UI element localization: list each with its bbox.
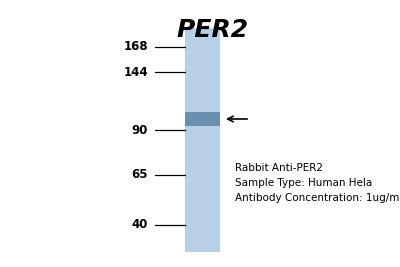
Text: 40: 40: [132, 218, 148, 231]
Text: Sample Type: Human Hela: Sample Type: Human Hela: [235, 178, 372, 188]
Bar: [185, 28, 220, 252]
Text: PER2: PER2: [176, 18, 248, 42]
Text: 168: 168: [123, 41, 148, 53]
Text: 144: 144: [123, 65, 148, 78]
Text: Rabbit Anti-PER2: Rabbit Anti-PER2: [235, 163, 323, 173]
Text: 65: 65: [132, 168, 148, 182]
Text: Antibody Concentration: 1ug/mL: Antibody Concentration: 1ug/mL: [235, 193, 400, 203]
Bar: [185, 112, 220, 126]
Text: 90: 90: [132, 124, 148, 136]
